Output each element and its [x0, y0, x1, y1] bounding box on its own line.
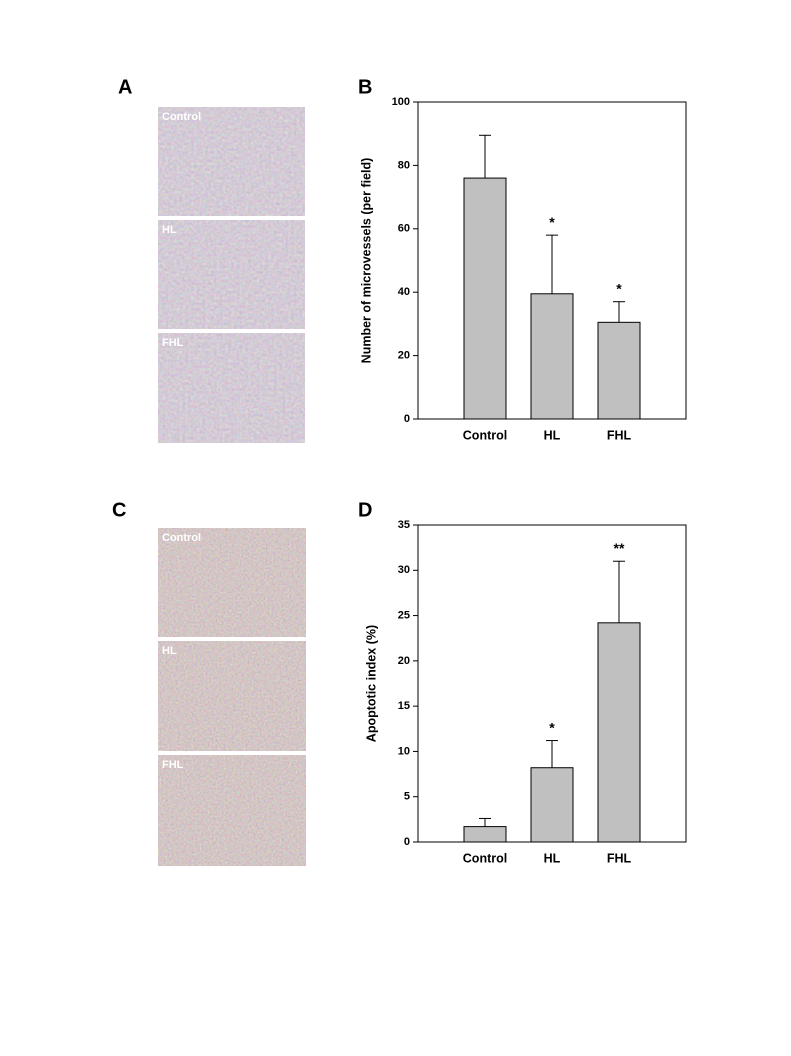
y-tick-label: 5: [404, 791, 410, 803]
x-tick-label: FHL: [607, 851, 632, 865]
image-label: Control: [162, 532, 201, 544]
x-tick-label: HL: [544, 428, 561, 442]
y-axis-label: Apoptotic index (%): [364, 625, 378, 742]
y-tick-label: 40: [398, 286, 410, 298]
panel-label: B: [358, 76, 372, 98]
bar: [530, 767, 574, 843]
y-tick-label: 30: [398, 564, 410, 576]
y-tick-label: 35: [398, 519, 410, 531]
significance-mark: *: [549, 719, 555, 735]
image-label: FHL: [162, 759, 184, 771]
x-tick-label: Control: [463, 428, 507, 442]
panel-label: C: [112, 499, 126, 521]
bar: [463, 826, 507, 843]
y-tick-label: 20: [398, 350, 410, 362]
significance-mark: *: [549, 214, 555, 230]
micrograph: [158, 528, 306, 637]
bar: [597, 321, 641, 420]
panel-label: A: [118, 76, 132, 98]
image-label: FHL: [162, 337, 184, 349]
micrograph: [158, 220, 305, 329]
bar: [463, 177, 507, 420]
image-label: HL: [162, 224, 177, 236]
micrograph: [158, 641, 306, 751]
y-tick-label: 100: [392, 96, 410, 108]
significance-mark: **: [614, 540, 625, 556]
y-tick-label: 10: [398, 745, 410, 757]
x-tick-label: Control: [463, 851, 507, 865]
panel-label: D: [358, 499, 372, 521]
y-axis-label: Number of microvessels (per field): [359, 158, 373, 364]
image-label: HL: [162, 645, 177, 657]
x-tick-label: FHL: [607, 428, 632, 442]
micrograph: [158, 333, 305, 443]
significance-mark: *: [616, 280, 622, 296]
y-tick-label: 0: [404, 836, 410, 848]
bar: [597, 622, 641, 843]
micrograph: [158, 755, 306, 866]
y-tick-label: 20: [398, 655, 410, 667]
y-tick-label: 0: [404, 413, 410, 425]
bar: [530, 293, 574, 420]
micrograph: [158, 107, 305, 216]
y-tick-label: 60: [398, 223, 410, 235]
image-label: Control: [162, 111, 201, 123]
y-tick-label: 80: [398, 159, 410, 171]
y-tick-label: 15: [398, 700, 410, 712]
x-tick-label: HL: [544, 851, 561, 865]
y-tick-label: 25: [398, 609, 410, 621]
